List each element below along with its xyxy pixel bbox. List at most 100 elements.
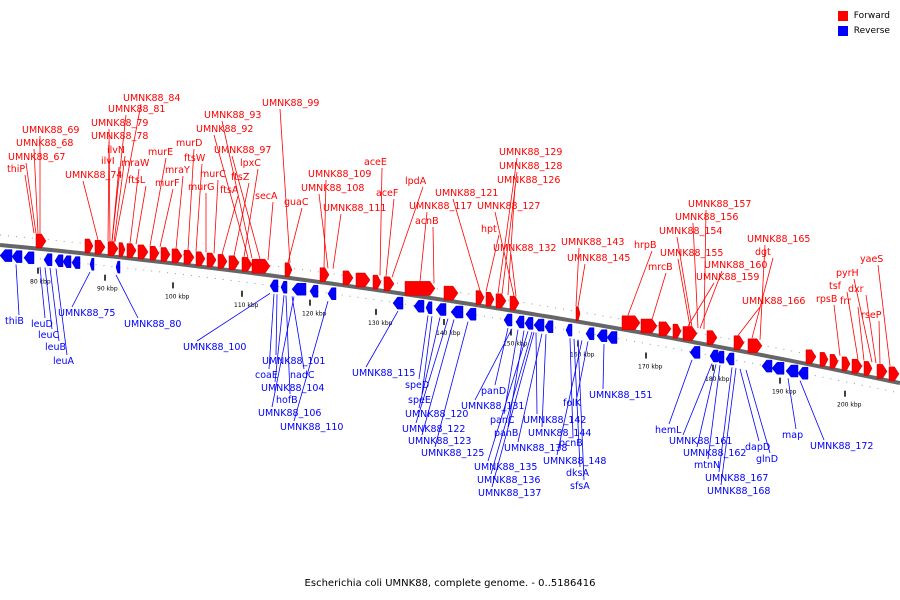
reverse-gene-arrow: [23, 251, 35, 265]
forward-leader-line: [391, 186, 424, 278]
forward-leader-line: [287, 207, 303, 263]
forward-gene-label: ftsZ: [231, 172, 250, 183]
reverse-gene-label: UMNK88_75: [58, 308, 115, 319]
reverse-leader-line: [421, 319, 455, 436]
forward-leader-line: [279, 108, 291, 264]
forward-leader-line: [878, 320, 881, 364]
forward-gene-label: UMNK88_129: [499, 147, 562, 158]
forward-gene-arrow: [672, 323, 682, 339]
forward-gene-label: mraW: [121, 158, 150, 169]
forward-leader-line: [129, 168, 140, 244]
reverse-leader-line: [365, 310, 399, 368]
reverse-leader-line: [487, 331, 529, 462]
forward-gene-label: UMNK88_97: [214, 145, 271, 156]
forward-gene-label: UMNK88_143: [561, 237, 624, 248]
forward-gene-arrow: [107, 241, 119, 256]
forward-gene-arrow: [206, 252, 217, 268]
forward-swatch: [837, 10, 848, 21]
forward-gene-arrow: [819, 352, 829, 367]
forward-leader-line: [267, 201, 274, 261]
forward-leader-line: [627, 250, 653, 316]
reverse-gene-arrow: [11, 250, 23, 263]
reverse-leader-line: [787, 378, 797, 430]
reverse-gene-label: UMNK88_168: [707, 486, 770, 497]
forward-gene-arrow: [706, 330, 718, 345]
forward-gene-arrow: [733, 335, 745, 350]
reverse-gene-arrow: [503, 313, 513, 327]
forward-gene-arrow: [475, 290, 485, 305]
reverse-gene-label: UMNK88_161: [669, 436, 732, 447]
forward-gene-label: UMNK88_145: [567, 253, 630, 264]
reverse-gene-arrow: [54, 254, 64, 268]
scale-label: 110 kbp: [234, 302, 259, 309]
reverse-gene-label: UMNK88_151: [589, 390, 652, 401]
reverse-swatch: [837, 25, 848, 36]
forward-gene-arrow: [658, 321, 672, 337]
scale-label: 130 kbp: [368, 320, 393, 327]
reverse-gene-label: UMNK88_123: [408, 436, 471, 447]
reverse-gene-label: UMNK88_137: [478, 488, 541, 499]
reverse-leader-line: [271, 296, 295, 408]
reverse-gene-arrow: [465, 307, 477, 321]
forward-gene-label: murG: [188, 182, 215, 193]
reverse-gene-label: panC: [490, 415, 515, 426]
reverse-gene-label: UMNK88_142: [523, 415, 586, 426]
legend-item-forward: Forward: [837, 8, 890, 23]
reverse-gene-label: map: [782, 430, 803, 441]
reverse-gene-label: UMNK88_106: [258, 408, 321, 419]
reverse-leader-line: [668, 359, 693, 425]
forward-gene-label: aceF: [376, 188, 398, 199]
scale-label: 200 kbp: [837, 402, 862, 409]
forward-leader-line: [385, 198, 395, 277]
forward-gene-arrow: [509, 295, 520, 311]
reverse-leader-line: [285, 295, 291, 395]
forward-gene-arrow: [851, 358, 863, 374]
reverse-gene-label: folK: [563, 398, 582, 409]
reverse-gene-label: UMNK88_80: [124, 319, 181, 330]
forward-leader-line: [187, 148, 195, 251]
forward-gene-label: UMNK88_108: [301, 183, 364, 194]
reverse-leader-line: [115, 274, 139, 319]
forward-gene-label: UMNK88_78: [91, 131, 148, 142]
forward-gene-label: guaC: [284, 197, 309, 208]
forward-gene-arrow: [355, 272, 371, 288]
forward-leader-line: [195, 163, 203, 252]
forward-gene-label: murD: [176, 138, 203, 149]
forward-gene-label: UMNK88_127: [477, 201, 540, 212]
forward-gene-label: ilvN: [107, 145, 125, 156]
forward-gene-label: UMNK88_159: [696, 272, 759, 283]
reverse-gene-arrow: [524, 317, 534, 330]
forward-leader-line: [846, 291, 859, 360]
forward-gene-arrow: [195, 251, 206, 266]
reverse-leader-line: [55, 268, 68, 356]
forward-leader-line: [318, 193, 329, 269]
reverse-gene-arrow: [291, 282, 307, 296]
forward-gene-label: UMNK88_109: [308, 169, 371, 180]
forward-gene-label: UMNK88_155: [660, 248, 723, 259]
forward-gene-arrow: [863, 361, 873, 376]
legend-label-forward: Forward: [853, 10, 890, 21]
scale-label: 100 kbp: [165, 293, 190, 300]
reverse-gene-label: leuC: [38, 330, 60, 341]
reverse-gene-arrow: [0, 249, 13, 262]
forward-leader-line: [737, 306, 761, 336]
scale-label: 120 kbp: [302, 311, 327, 318]
reverse-leader-line: [71, 271, 91, 308]
reverse-gene-label: UMNK88_120: [405, 409, 468, 420]
reverse-leader-line: [293, 301, 329, 422]
forward-leader-line: [107, 141, 110, 242]
forward-gene-arrow: [94, 239, 106, 255]
reverse-leader-line: [602, 344, 605, 390]
forward-gene-label: murF: [155, 178, 180, 189]
forward-gene-label: UMNK88_117: [409, 201, 472, 212]
forward-gene-label: ftsW: [184, 153, 206, 164]
reverse-leader-line: [745, 369, 771, 454]
forward-gene-label: UMNK88_157: [688, 199, 751, 210]
reverse-gene-label: UMNK88_162: [683, 448, 746, 459]
reverse-gene-arrow: [565, 323, 573, 337]
forward-gene-arrow: [118, 242, 126, 257]
forward-gene-label: UMNK88_156: [675, 212, 738, 223]
reverse-leader-line: [682, 363, 713, 436]
forward-gene-label: UMNK88_166: [742, 296, 805, 307]
